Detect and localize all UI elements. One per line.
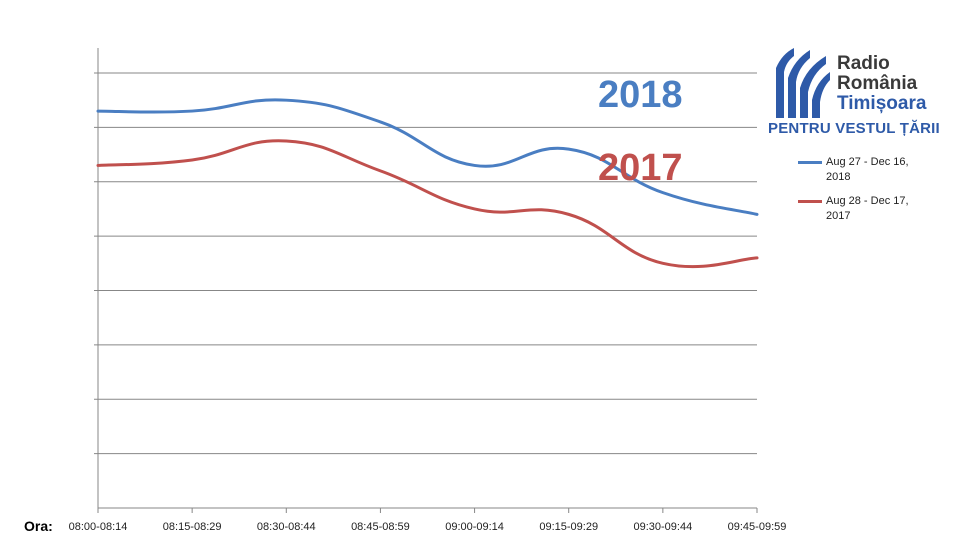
x-tick-label-3: 08:45-08:59 — [351, 521, 410, 533]
legend-swatch-2018 — [798, 161, 822, 164]
logo-text-romania: România — [837, 73, 918, 94]
series-lines — [96, 98, 759, 269]
series-0-point-5 — [568, 148, 570, 150]
series-line-0 — [96, 98, 759, 216]
legend-swatch-2017 — [798, 200, 822, 203]
x-tick-label-5: 09:15-09:29 — [539, 521, 598, 533]
series-1-point-3 — [379, 170, 381, 172]
series-line-1 — [96, 139, 759, 269]
logo-tagline: PENTRU VESTUL ȚĂRII — [768, 120, 940, 137]
gridlines — [94, 72, 757, 455]
x-tick-label-7: 09:45-09:59 — [728, 521, 787, 533]
x-tick-label-1: 08:15-08:29 — [163, 521, 222, 533]
series-0-point-7 — [756, 213, 758, 215]
axes — [97, 48, 757, 513]
series-0-point-1 — [191, 110, 193, 112]
x-axis-title: Ora: — [24, 518, 53, 534]
radio-romania-timisoara-logo: Radio România Timișoara PENTRU VESTUL ȚĂ… — [768, 46, 967, 146]
series-0-point-3 — [379, 121, 381, 123]
legend-label-2018: Aug 27 - Dec 16, 2018 — [826, 156, 909, 183]
series-0-point-0 — [97, 110, 99, 112]
series-0-point-6 — [662, 192, 664, 194]
x-tick-label-6: 09:30-09:44 — [633, 521, 692, 533]
annotation-2018: 2018 — [598, 74, 683, 116]
series-1-point-7 — [756, 257, 758, 259]
legend-item-2018: Aug 27 - Dec 16, 2018 — [798, 155, 918, 185]
series-1-point-4 — [474, 208, 476, 210]
series-1-point-0 — [97, 164, 99, 166]
series-0-point-2 — [285, 99, 287, 101]
series-1-point-1 — [191, 159, 193, 161]
series-1-point-6 — [662, 262, 664, 264]
chart-legend: Aug 27 - Dec 16, 2018 Aug 28 - Dec 17, 2… — [798, 155, 918, 233]
x-tick-label-4: 09:00-09:14 — [445, 521, 504, 533]
x-tick-label-2: 08:30-08:44 — [257, 521, 316, 533]
legend-item-2017: Aug 28 - Dec 17, 2017 — [798, 194, 918, 224]
series-0-point-4 — [474, 164, 476, 166]
series-1-point-2 — [285, 140, 287, 142]
x-ticks — [97, 508, 758, 513]
radio-stripes-icon — [776, 48, 830, 118]
x-tick-labels: 08:00-08:14 08:15-08:29 08:30-08:44 08:45-0… — [69, 521, 787, 533]
logo-text-radio: Radio — [837, 53, 890, 74]
logo-text-timisoara: Timișoara — [837, 93, 927, 114]
x-tick-label-0: 08:00-08:14 — [69, 521, 128, 533]
series-1-point-5 — [568, 213, 570, 215]
legend-label-2017: Aug 28 - Dec 17, 2017 — [826, 195, 909, 222]
annotation-2017: 2017 — [598, 147, 683, 189]
